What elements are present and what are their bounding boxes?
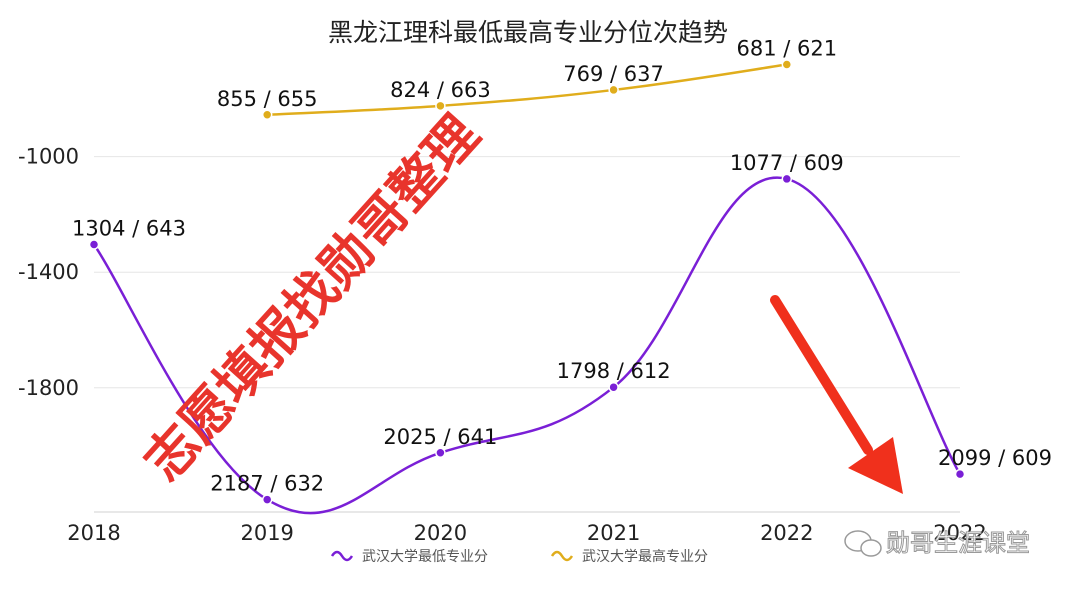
data-label: 681 / 621: [737, 37, 838, 61]
data-point[interactable]: [608, 381, 619, 393]
y-axis: -1000 -1400 -1800: [18, 145, 79, 400]
legend-label-min: 武汉大学最低专业分: [362, 549, 488, 565]
data-label: 1304 / 643: [72, 216, 186, 240]
wechat-icon: [844, 530, 882, 557]
legend-swatch-max: [550, 550, 574, 562]
red-arrow-icon: [770, 295, 903, 494]
data-point[interactable]: [781, 173, 793, 185]
data-point[interactable]: [435, 100, 446, 112]
legend-label-max: 武汉大学最高专业分: [582, 548, 708, 565]
y-tick-label: -1000: [18, 145, 79, 169]
data-point[interactable]: [435, 447, 446, 459]
series-line-0: [92, 176, 962, 515]
data-point[interactable]: [954, 468, 966, 480]
data-label: 1798 / 612: [557, 359, 671, 383]
legend-item-min-score[interactable]: 武汉大学最低专业分: [330, 549, 488, 565]
data-point[interactable]: [261, 494, 273, 505]
data-label: 855 / 655: [217, 87, 318, 111]
legend-swatch-min: [330, 550, 354, 562]
y-tick-label: -1800: [18, 376, 79, 400]
chart-title: 黑龙江理科最低最高专业分位次趋势: [328, 18, 728, 47]
legend-item-max-score[interactable]: 武汉大学最高专业分: [550, 548, 708, 565]
gridlines: [94, 156, 960, 513]
data-label: 2187 / 632: [210, 472, 324, 496]
data-labels: 1304 / 643 2187 / 632 2025 / 641 1798 / 612…: [72, 37, 1052, 496]
legend: 武汉大学最低专业分 武汉大学最高专业分: [330, 548, 708, 565]
data-label: 2025 / 641: [383, 425, 497, 449]
x-tick-label: 2022: [933, 521, 986, 545]
x-tick-label: 2022: [760, 521, 813, 545]
x-tick-label: 2018: [67, 521, 120, 545]
data-label: 2099 / 609: [938, 446, 1052, 470]
data-point[interactable]: [781, 59, 793, 70]
data-point[interactable]: [608, 84, 619, 96]
x-tick-label: 2019: [240, 521, 293, 545]
data-label: 1077 / 609: [730, 151, 844, 175]
data-point[interactable]: [261, 109, 273, 121]
series-layer: [88, 59, 966, 515]
x-axis: 2018 2019 2020 2021 2022 2022: [67, 521, 986, 545]
data-label: 769 / 637: [563, 62, 664, 86]
series-line-1: [267, 63, 787, 117]
data-label: 824 / 663: [390, 78, 491, 102]
x-tick-label: 2021: [587, 521, 640, 545]
brand-name: 勋哥生涯课堂: [886, 529, 1030, 557]
data-point[interactable]: [88, 239, 100, 250]
brand-mark: 勋哥生涯课堂: [844, 529, 1031, 558]
y-tick-label: -1400: [18, 260, 79, 284]
x-tick-label: 2020: [414, 521, 467, 545]
